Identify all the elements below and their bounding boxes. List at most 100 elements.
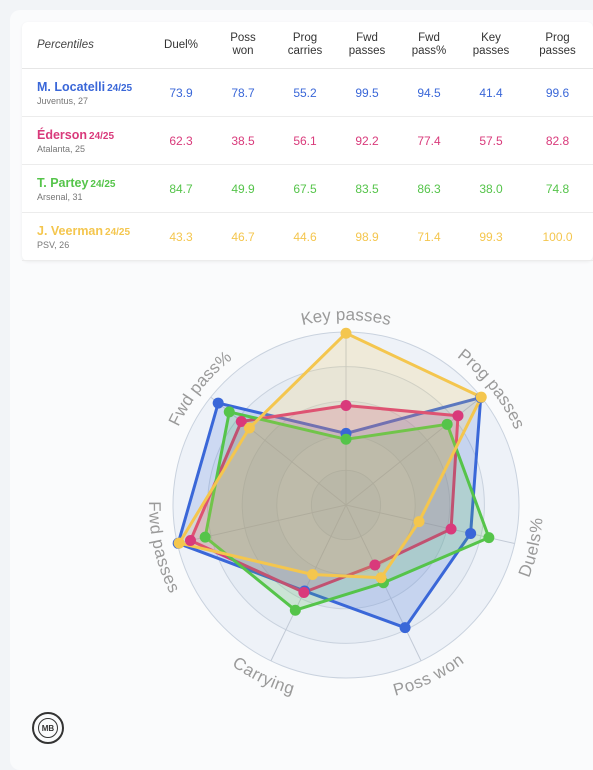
axis-label: Duels% — [515, 517, 547, 580]
data-point — [235, 416, 247, 428]
value-cell: 99.5 — [336, 68, 398, 117]
value-cell: 44.6 — [274, 212, 336, 261]
logo-mark: MB — [38, 718, 58, 738]
player-club: Arsenal, 31 — [37, 191, 83, 202]
data-point — [475, 391, 487, 403]
data-point — [399, 622, 411, 634]
table-row: T. Partey 24/25 Arsenal, 31 84.7 49.9 67.5 83.… — [22, 164, 593, 213]
value-cell: 73.9 — [150, 68, 212, 117]
player-name: T. Partey — [37, 175, 89, 190]
column-header-line: Key — [481, 32, 501, 44]
column-header-line: Poss — [230, 32, 256, 44]
data-point — [340, 400, 352, 412]
table-body: M. Locatelli 24/25 Juventus, 27 73.9 78.7 55.… — [22, 68, 593, 261]
column-header-line: pass% — [411, 45, 447, 57]
player-club: PSV, 26 — [37, 239, 70, 250]
data-point — [483, 532, 495, 544]
table-row: Éderson 24/25 Atalanta, 25 62.3 38.5 56.1 92.2… — [22, 116, 593, 165]
axis-label-text: Key passes — [299, 305, 393, 329]
percentile-table: Percentiles Duel% Poss won Prog carries Fwd pa… — [22, 22, 593, 261]
value-cell: 71.4 — [398, 212, 460, 261]
data-point — [413, 516, 425, 528]
axis-label-text: Duels% — [515, 517, 547, 580]
value-cell: 55.2 — [274, 68, 336, 117]
column-header-line: passes — [539, 45, 576, 57]
table-row: M. Locatelli 24/25 Juventus, 27 73.9 78.7 55.… — [22, 68, 593, 117]
value-cell: 38.5 — [212, 116, 274, 165]
value-cell: 100.0 — [522, 212, 593, 261]
value-cell: 49.9 — [212, 164, 274, 213]
column-header-line: Prog — [545, 32, 570, 44]
value-cell: 41.4 — [460, 68, 522, 117]
value-cell: 57.5 — [460, 116, 522, 165]
player-name: J. Veerman — [37, 223, 104, 238]
column-header-line: carries — [287, 45, 323, 57]
data-point — [340, 327, 352, 339]
value-cell: 46.7 — [212, 212, 274, 261]
column-header: Key passes — [460, 22, 522, 69]
value-cell: 38.0 — [460, 164, 522, 213]
value-cell: 78.7 — [212, 68, 274, 117]
player-cell: T. Partey 24/25 Arsenal, 31 — [22, 164, 150, 213]
corner-label: Percentiles — [22, 22, 150, 69]
player-season: 24/25 — [105, 226, 131, 238]
value-cell: 83.5 — [336, 164, 398, 213]
data-point — [375, 572, 387, 584]
series-area — [177, 331, 483, 580]
player-name: Éderson — [37, 127, 88, 142]
value-cell: 77.4 — [398, 116, 460, 165]
value-cell: 99.6 — [522, 68, 593, 117]
data-point — [340, 433, 352, 445]
value-cell: 86.3 — [398, 164, 460, 213]
data-point — [243, 422, 255, 434]
data-point — [199, 531, 211, 543]
player-cell: Éderson 24/25 Atalanta, 25 — [22, 116, 150, 165]
value-cell: 56.1 — [274, 116, 336, 165]
table-header-row: Percentiles Duel% Poss won Prog carries Fwd pa… — [22, 22, 593, 69]
column-header: Prog passes — [522, 22, 593, 69]
value-cell: 92.2 — [336, 116, 398, 165]
data-point — [298, 586, 310, 598]
column-header-line: passes — [348, 45, 386, 57]
player-cell: J. Veerman 24/25 PSV, 26 — [22, 212, 150, 261]
data-point — [441, 418, 453, 430]
column-header: Poss won — [212, 22, 274, 69]
player-cell: M. Locatelli 24/25 Juventus, 27 — [22, 68, 150, 117]
value-cell: 99.3 — [460, 212, 522, 261]
data-point — [369, 559, 381, 571]
data-point — [452, 410, 464, 422]
radar-spoke — [270, 504, 347, 662]
axis-label: Key passes — [299, 305, 393, 329]
column-header: Fwd passes — [336, 22, 398, 69]
column-header-line: Prog — [292, 32, 318, 44]
series-area — [203, 410, 491, 612]
player-season: 24/25 — [89, 130, 115, 142]
brand-logo: MB — [32, 712, 64, 744]
column-header-line: passes — [472, 45, 510, 57]
column-header-line: won — [232, 45, 254, 57]
value-cell: 43.3 — [150, 212, 212, 261]
value-cell: 94.5 — [398, 68, 460, 117]
data-point — [445, 523, 457, 535]
value-cell: 98.9 — [336, 212, 398, 261]
column-header-line: Fwd — [418, 32, 440, 44]
value-cell: 84.7 — [150, 164, 212, 213]
player-club: Atalanta, 25 — [37, 143, 86, 154]
data-point — [173, 537, 185, 549]
series-area — [189, 404, 460, 594]
player-season: 24/25 — [107, 82, 133, 94]
data-point — [465, 527, 477, 539]
column-header: Fwd pass% — [398, 22, 460, 69]
data-point — [212, 397, 224, 409]
table-row: J. Veerman 24/25 PSV, 26 43.3 46.7 44.6 98.9 71… — [22, 212, 593, 261]
data-point — [223, 406, 235, 418]
value-cell: 82.8 — [522, 116, 593, 165]
column-header-line: Fwd — [356, 32, 378, 44]
player-name: M. Locatelli — [37, 79, 106, 94]
column-header: Prog carries — [274, 22, 336, 69]
column-header: Duel% — [150, 22, 212, 69]
data-point — [307, 569, 319, 581]
player-season: 24/25 — [90, 178, 116, 190]
value-cell: 74.8 — [522, 164, 593, 213]
